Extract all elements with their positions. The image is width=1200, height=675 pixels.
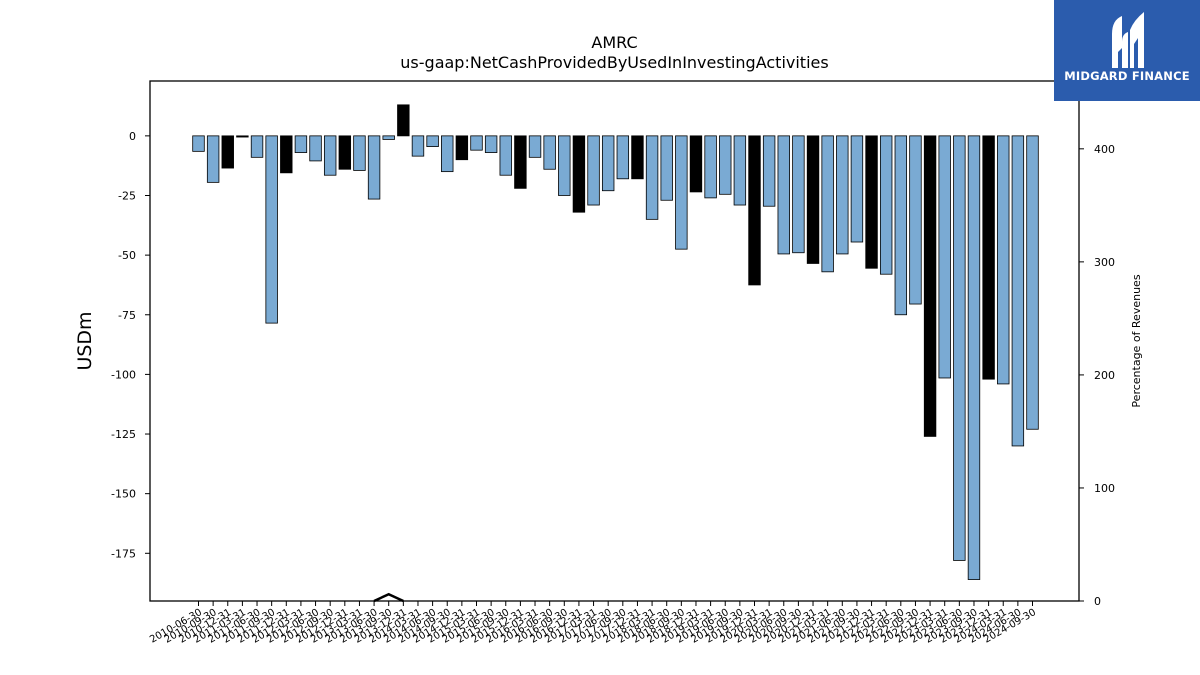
bar-2024-06-30: [1011, 135, 1025, 447]
y2-axis-label: Percentage of Revenues: [1130, 274, 1143, 407]
bar-2016-06-30: [543, 135, 556, 170]
bar-2013-09-30: [382, 135, 395, 140]
bar-2016-12-31: [572, 135, 586, 213]
bar-2019-06-30: [719, 135, 732, 195]
bar-2019-09-30: [733, 135, 747, 206]
ytick-label: 0: [129, 130, 136, 143]
percentage-line-group: [373, 592, 404, 603]
bar-2022-03-31: [879, 135, 893, 275]
ytick-label: -150: [111, 488, 136, 501]
bar-2020-09-30: [792, 135, 805, 254]
bar-2020-06-30: [777, 135, 790, 255]
bar-2022-06-30: [894, 135, 908, 316]
bar-2014-03-31: [411, 135, 425, 157]
bar-2019-03-31: [704, 135, 717, 199]
bar-2014-12-31: [455, 135, 469, 161]
ytick-label: -50: [118, 249, 136, 262]
y-axis-label: USDm: [74, 311, 96, 370]
bar-2017-12-31: [631, 135, 644, 180]
bar-2011-09-30: [265, 135, 278, 324]
y2tick-label: 100: [1094, 482, 1115, 495]
plot-frame: [149, 80, 1080, 602]
bar-2010-12-31: [221, 135, 234, 169]
y2tick-label: 400: [1094, 143, 1115, 156]
bar-2018-06-30: [660, 135, 673, 201]
bar-2012-06-30: [309, 135, 322, 162]
bar-2015-12-31: [514, 135, 527, 189]
bar-2024-03-31: [997, 135, 1010, 385]
bar-2016-03-31: [528, 135, 542, 158]
bar-2019-12-31: [748, 135, 761, 286]
bar-2021-03-31: [821, 135, 834, 273]
bar-2015-09-30: [499, 135, 512, 176]
bar-2014-06-30: [426, 135, 439, 147]
bar-2021-06-30: [836, 135, 849, 255]
ytick-label: -125: [111, 428, 136, 441]
bar-2015-06-30: [484, 135, 498, 153]
x-axis: 2010-06-302010-09-302010-12-312011-03-31…: [148, 601, 1038, 646]
bar-2011-06-30: [250, 135, 264, 158]
bar-2022-09-30: [909, 135, 922, 305]
bar-2014-09-30: [441, 135, 454, 173]
bar-2023-12-31: [982, 135, 995, 380]
bar-2017-03-31: [587, 135, 600, 206]
bar-2018-09-30: [675, 135, 688, 250]
bar-2023-03-31: [938, 135, 951, 379]
bar-2018-12-31: [689, 135, 703, 193]
brand-logo: MIDGARD FINANCE: [1054, 0, 1200, 101]
bar-2021-12-31: [865, 135, 878, 269]
bar-2017-09-30: [616, 135, 630, 180]
bar-2020-03-31: [762, 135, 776, 207]
ytick-label: -175: [111, 547, 136, 560]
y2tick-label: 300: [1094, 256, 1115, 269]
bar-2023-09-30: [967, 135, 981, 580]
bar-2024-09-30: [1026, 135, 1039, 430]
ytick-label: -100: [111, 368, 136, 381]
y2tick-label: 0: [1094, 595, 1101, 608]
chart-subtitle: us-gaap:NetCashProvidedByUsedInInvesting…: [400, 53, 828, 72]
bar-2012-09-30: [323, 135, 337, 176]
ytick-label: -25: [118, 189, 136, 202]
bar-2020-12-31: [806, 135, 820, 264]
brand-name: MIDGARD FINANCE: [1064, 69, 1190, 83]
chart-title: AMRC: [591, 33, 637, 52]
bar-2023-06-30: [953, 135, 966, 561]
y2tick-label: 200: [1094, 369, 1115, 382]
bars-group: [192, 104, 1039, 580]
y-axis-right: 0 100 200 300 400: [1079, 143, 1115, 608]
bar-2011-12-31: [280, 135, 293, 174]
bar-2013-03-31: [353, 135, 366, 171]
bar-2017-06-30: [601, 135, 615, 192]
bar-2013-06-30: [367, 135, 381, 200]
bar-2012-03-31: [294, 135, 308, 153]
bar-2010-06-30: [192, 135, 205, 152]
bar-2018-03-31: [645, 135, 659, 220]
bar-2021-09-30: [850, 135, 864, 243]
bar-2016-09-30: [558, 135, 571, 196]
percentage-line-0: [373, 592, 404, 603]
bar-2015-03-31: [470, 135, 483, 151]
ytick-label: -75: [118, 309, 136, 322]
bar-2010-09-30: [206, 135, 220, 183]
bar-2022-12-31: [923, 135, 937, 437]
bar-2012-12-31: [338, 135, 352, 170]
midgard-logo-icon: [1112, 12, 1144, 68]
bar-2011-03-31: [236, 135, 249, 138]
bar-2013-12-31: [397, 104, 410, 137]
y-axis-left: 0 -25 -50 -75 -100 -125 -150 -175: [111, 130, 150, 560]
